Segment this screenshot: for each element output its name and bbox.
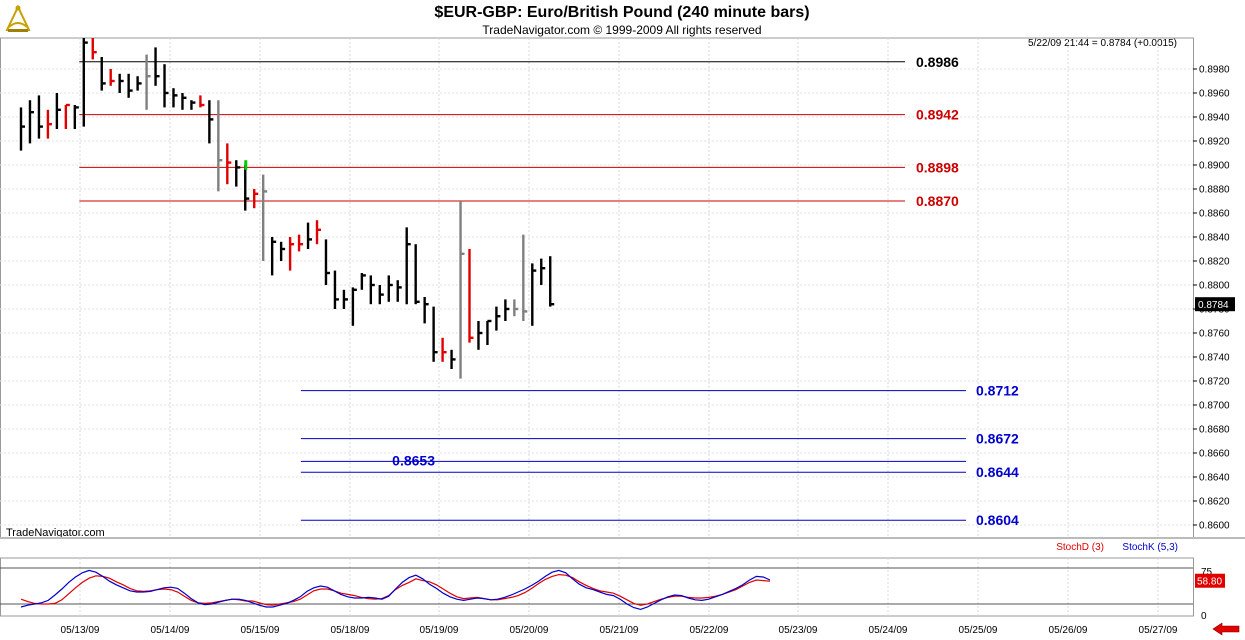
ytick-label: 0.8720 [1199,377,1230,388]
ytick-label: 0.8760 [1199,329,1230,340]
level-label: 0.8870 [916,193,959,209]
xtick-label: 05/21/09 [600,625,639,636]
ytick-label: 0.8880 [1199,185,1230,196]
ytick-label: 0.8620 [1199,497,1230,508]
xtick-label: 05/13/09 [61,625,100,636]
ytick-label: 0.8980 [1199,65,1230,76]
scroll-left-arrow-icon[interactable] [1212,622,1240,636]
xtick-label: 05/18/09 [331,625,370,636]
xtick-label: 05/14/09 [151,625,190,636]
xtick-label: 05/15/09 [241,625,280,636]
xtick-label: 05/23/09 [779,625,818,636]
ytick-label: 0.8940 [1199,113,1230,124]
ytick-label: 0.8800 [1199,281,1230,292]
level-label: 0.8986 [916,54,959,70]
xtick-label: 05/25/09 [959,625,998,636]
level-label: 0.8672 [976,431,1019,447]
level-label: 0.8644 [976,464,1019,480]
ytick-label: 0.8840 [1199,233,1230,244]
legend-stochd: StochD (3) [1056,542,1104,553]
price-bars [19,38,555,379]
chart-title: $EUR-GBP: Euro/British Pound (240 minute… [434,4,809,21]
xtick-label: 05/24/09 [869,625,908,636]
level-label: 0.8942 [916,107,959,123]
stoch-ytick-label: 75 [1201,567,1213,578]
ytick-label: 0.8640 [1199,473,1230,484]
ytick-label: 0.8660 [1199,449,1230,460]
stochk-line [20,569,771,611]
xtick-label: 05/22/09 [690,625,729,636]
stoch-last-box [1195,573,1225,588]
sextant-logo-icon[interactable] [4,3,32,33]
ytick-label: 0.8740 [1199,353,1230,364]
stochastic-panel: 75 0 58.80 [0,567,1225,622]
ytick-label: 0.8600 [1199,521,1230,532]
xtick-label: 05/27/09 [1139,625,1178,636]
level-label: 0.8653 [392,452,435,468]
ytick-label: 0.8680 [1199,425,1230,436]
last-price-box [1195,297,1235,312]
stoch-ytick-label: 0 [1201,611,1207,622]
xtick-label: 05/20/09 [510,625,549,636]
legend-stochk: StochK (5,3) [1122,542,1178,553]
ytick-label: 0.8820 [1199,257,1230,268]
date-axis: 05/13/09 05/14/09 05/15/09 05/18/09 05/19/09… [61,625,1178,636]
ytick-label: 0.8860 [1199,209,1230,220]
level-label: 0.8898 [916,159,959,175]
ytick-label: 0.8900 [1199,161,1230,172]
stoch-last-label: 58.80 [1197,577,1222,588]
price-axis: 0.8980 0.8960 0.8940 0.8920 0.8900 0.8880 0.88… [1193,65,1235,532]
ytick-label: 0.8960 [1199,89,1230,100]
ytick-label: 0.8920 [1199,137,1230,148]
level-label: 0.8604 [976,512,1019,528]
last-price-label: 0.8784 [1198,300,1229,311]
price-levels: 0.8986 0.8942 0.8898 0.8870 0.8712 0.8672 0.86… [79,54,1019,528]
ytick-label: 0.8700 [1199,401,1230,412]
chart-subtitle: TradeNavigator.com © 1999-2009 All right… [482,23,761,37]
stoch-panel-frame [0,557,1194,617]
grid-lines [0,37,1245,617]
last-quote-text: 5/22/09 21:44 = 0.8784 (+0.0015) [1028,38,1177,49]
xtick-label: 05/26/09 [1049,625,1088,636]
level-label: 0.8712 [976,383,1019,399]
xtick-label: 05/19/09 [420,625,459,636]
